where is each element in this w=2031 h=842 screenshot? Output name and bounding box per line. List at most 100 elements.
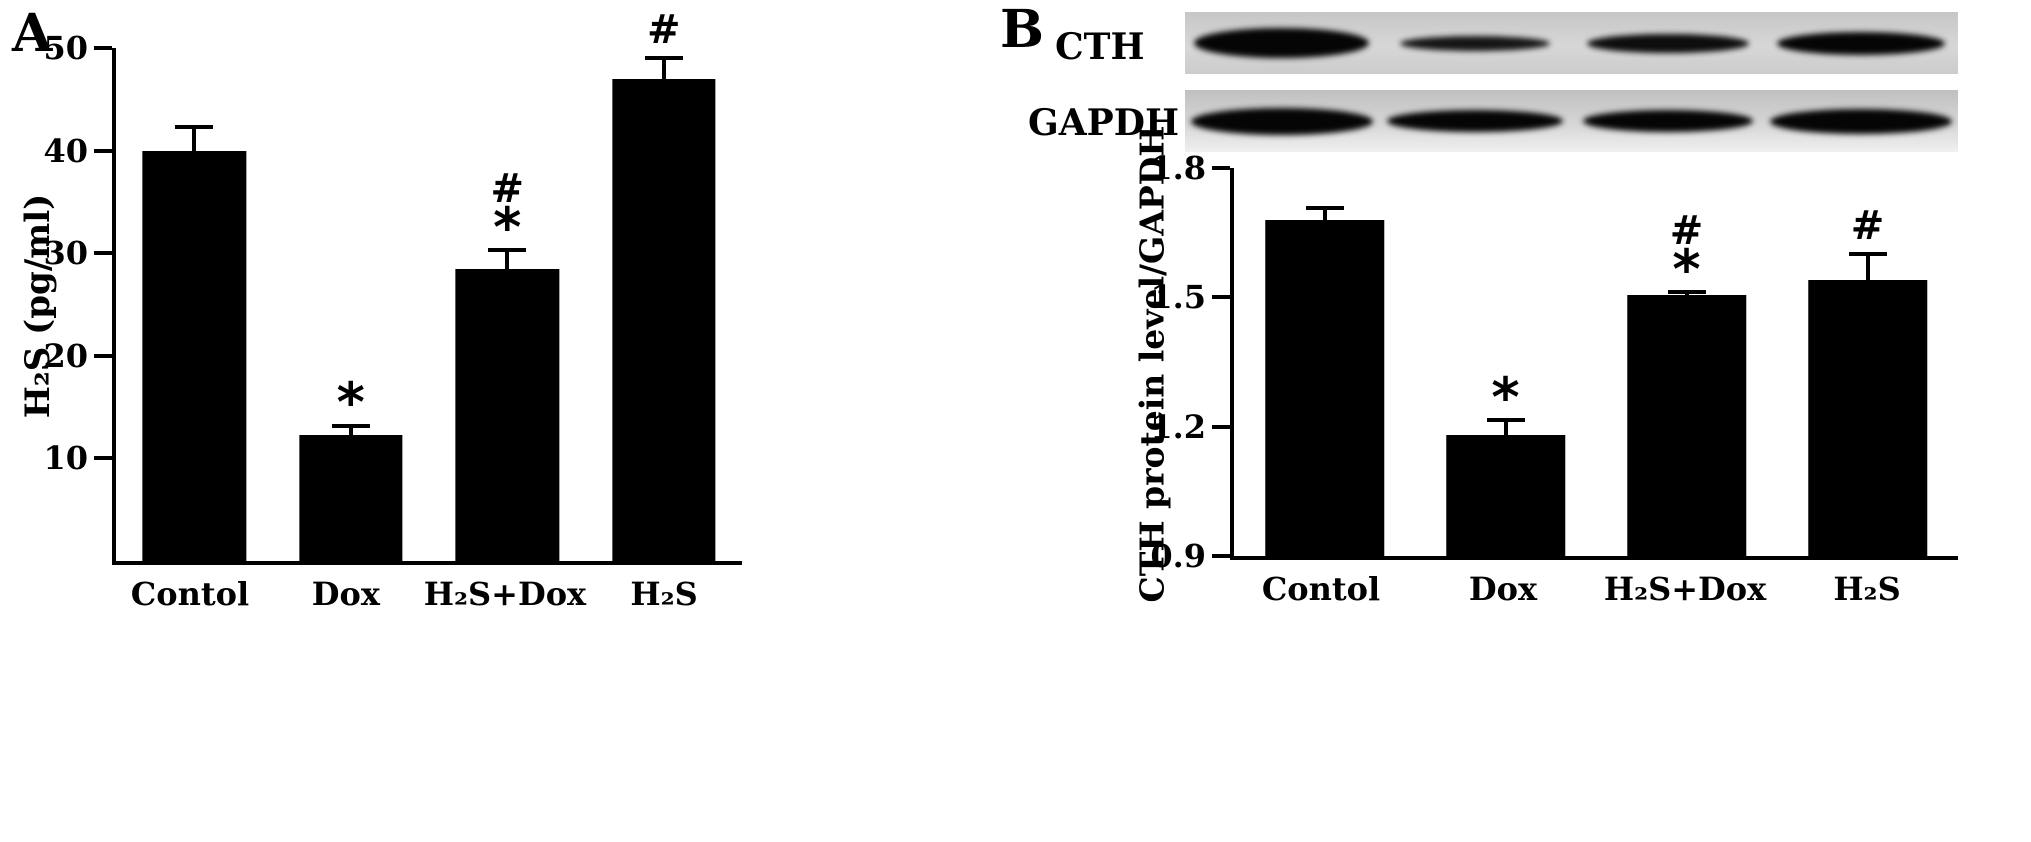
error-bar (488, 248, 527, 271)
bar (142, 150, 246, 561)
bar-chart-a: 10 20 30 40 50 * # * # Contol Dox H₂S+Dox H₂S (43, 8, 743, 613)
error-bar (331, 423, 370, 437)
bar (612, 78, 716, 561)
y-tick-mark: 10 (43, 439, 112, 477)
bar-chart-b: 0.9 1.2 1.5 1.8 * # * # Contol Dox H₂S+Dox H₂S (1150, 149, 1958, 608)
bar-slot: # * (429, 48, 586, 561)
y-tick-label: 10 (43, 439, 88, 478)
y-axis-ticks: 10 20 30 40 50 (43, 29, 742, 561)
blot-lane (1185, 107, 1378, 135)
y-tick-mark: 1.2 (1150, 408, 1230, 446)
y-tick-mark: 1.8 (1150, 149, 1230, 187)
error-bar-stem (661, 56, 666, 81)
blot-lane (1378, 110, 1571, 132)
y-tick-mark: 20 (43, 337, 112, 375)
x-axis-labels: Contol Dox H₂S+Dox H₂S (1230, 556, 1958, 608)
y-tick-label: 1.2 (1150, 407, 1206, 446)
error-bar (644, 56, 683, 81)
significance-marker: # (646, 7, 681, 54)
y-tick-mark: 0.9 (1150, 537, 1230, 575)
significance-markers: # (1851, 204, 1885, 248)
x-category-label: H₂S+Dox (1603, 570, 1767, 608)
significance-marker: * (1672, 237, 1701, 301)
bar-slot: * (1415, 168, 1596, 556)
blot-lane (1765, 108, 1958, 134)
error-bar-stem (505, 248, 510, 271)
bar (1264, 219, 1385, 556)
blot-lane (1378, 35, 1571, 51)
blot-band (1587, 33, 1750, 53)
y-axis-label: CTH protein level/GAPDH (1132, 125, 1172, 603)
x-category-label: H₂S+Dox (423, 575, 587, 613)
blot-band (1399, 35, 1550, 51)
blot-band (1583, 110, 1754, 132)
blot-lane (1185, 28, 1378, 58)
x-category-label: H₂S (630, 575, 698, 613)
bar-slot: # (1777, 168, 1958, 556)
bar-slot: * (273, 48, 430, 561)
bar-slot: # * (1596, 168, 1777, 556)
significance-markers: # * (1669, 207, 1704, 301)
y-tick-mark: 30 (43, 234, 112, 272)
significance-marker: # (490, 165, 525, 212)
bar-slot (116, 48, 273, 561)
blot-lane (1572, 110, 1765, 132)
significance-markers: * (336, 371, 365, 435)
x-category-label: H₂S (1833, 570, 1901, 608)
western-blot-strip-gapdh (1185, 90, 1958, 152)
blot-band (1770, 108, 1953, 134)
error-bar (175, 124, 214, 153)
x-category-label: Dox (1468, 570, 1538, 608)
y-tick-label: 20 (43, 336, 88, 375)
bars-area: * # * # (1234, 168, 1958, 556)
y-axis-ticks: 0.9 1.2 1.5 1.8 (1150, 149, 1958, 575)
error-bar-stem (192, 124, 197, 153)
error-bar (1305, 205, 1344, 222)
significance-marker: * (336, 371, 365, 435)
bar (1807, 280, 1928, 556)
bar (299, 434, 403, 561)
x-axis-labels: Contol Dox H₂S+Dox H₂S (112, 561, 742, 613)
error-bar-stem (1865, 252, 1870, 283)
bar (1626, 295, 1747, 556)
blot-band (1386, 110, 1563, 132)
panel-b-label: B (1000, 0, 1044, 60)
error-bar-stem (1322, 205, 1327, 222)
error-bar (1667, 290, 1706, 298)
blot-lane (1572, 33, 1765, 53)
significance-marker: # (1850, 203, 1885, 250)
panel-b: B CTH GAPDH CTH protein level/GAPDH 0.9 1… (1000, 0, 2031, 842)
bar (455, 268, 559, 561)
bar-slot (1234, 168, 1415, 556)
significance-markers: # * (490, 165, 525, 259)
error-bar (1848, 252, 1887, 283)
blot-band (1777, 31, 1946, 55)
panel-a-label: A (12, 3, 53, 64)
error-bar (1486, 418, 1525, 438)
blot-row-label-cth: CTH (1055, 26, 1145, 68)
bar (1445, 435, 1566, 556)
panel-a: A H₂S (pg/ml) 10 20 30 40 50 * # * # Contol Dox H… (0, 0, 1000, 842)
significance-marker: * (493, 195, 522, 259)
error-bar-stem (348, 423, 353, 437)
bars-area: * # * # (116, 8, 743, 561)
y-tick-mark: 40 (43, 132, 112, 170)
bar-slot: # (586, 8, 743, 561)
y-tick-mark: 1.5 (1150, 278, 1230, 316)
blot-band (1190, 107, 1373, 135)
blot-lane (1765, 31, 1958, 55)
blot-row-label-gapdh: GAPDH (1028, 102, 1179, 144)
y-tick-label: 30 (43, 234, 88, 273)
y-tick-label: 1.5 (1150, 278, 1206, 317)
significance-marker: # (1669, 207, 1704, 254)
significance-markers: * (1491, 365, 1520, 429)
western-blot-strip-cth (1185, 12, 1958, 74)
blot-band (1194, 28, 1370, 58)
y-tick-label: 0.9 (1150, 537, 1206, 575)
significance-markers: # (647, 8, 681, 52)
x-category-label: Contol (1261, 570, 1381, 608)
x-category-label: Contol (130, 575, 250, 613)
y-axis-label: H₂S (pg/ml) (18, 193, 58, 419)
significance-marker: * (1491, 365, 1520, 429)
